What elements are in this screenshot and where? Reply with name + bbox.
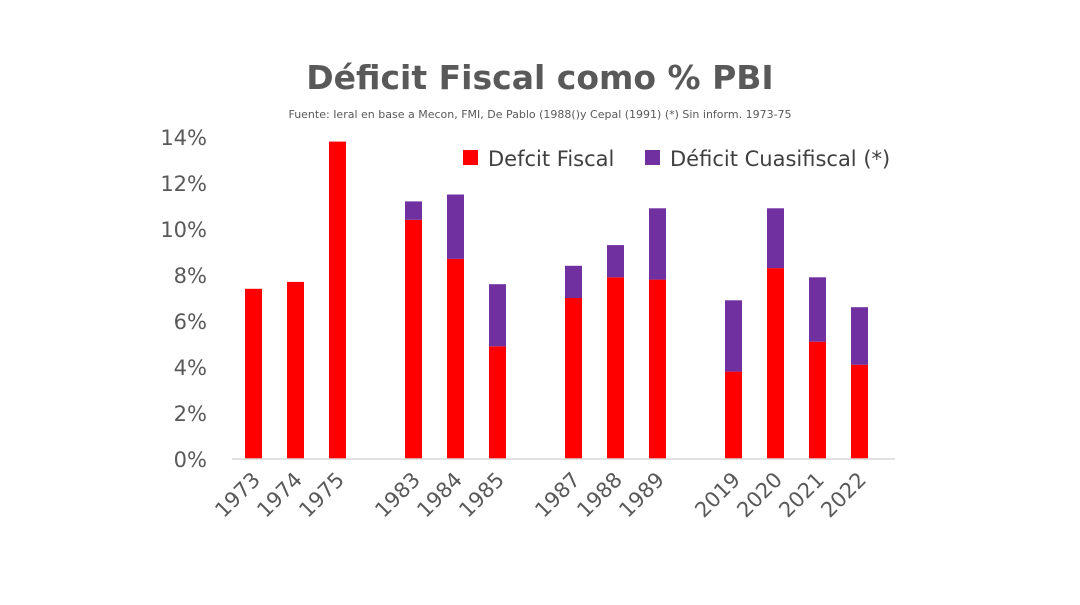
bar-1988-deficit-cuasifiscal [607,245,624,278]
bar-2020-deficit-cuasifiscal [767,208,784,269]
bar-1988-deficit-fiscal [607,277,624,459]
y-axis: 0% 2% 4% 6% 8% 10% 12% 14% [160,126,207,472]
bar-1985-deficit-fiscal [489,346,506,459]
bar-2020-deficit-fiscal [767,268,784,459]
bar-1983-deficit-fiscal [405,219,422,459]
x-tick-label: 1985 [454,468,509,523]
bar-1989-deficit-fiscal [649,279,666,459]
legend-swatch-deficit-cuasifiscal [645,150,660,165]
bar-1975-deficit-fiscal [329,141,346,459]
x-tick-label: 2022 [816,468,871,523]
x-tick-label: 1989 [614,468,669,523]
bar-1989-deficit-cuasifiscal [649,208,666,280]
bar-2022-deficit-fiscal [851,364,868,459]
y-tick-label: 4% [174,356,207,380]
chart-subtitle: Fuente: Ieral en base a Mecon, FMI, De P… [288,108,792,121]
bar-2022-deficit-cuasifiscal [851,307,868,365]
chart-title: Déficit Fiscal como % PBI [306,58,774,97]
x-tick-label: 2020 [732,468,787,523]
x-tick-label: 1988 [572,468,627,523]
x-tick-label: 1974 [252,468,307,523]
bar-2021-deficit-cuasifiscal [809,277,826,342]
bar-2019-deficit-cuasifiscal [725,300,742,372]
bar-1985-deficit-cuasifiscal [489,284,506,347]
y-tick-label: 6% [174,310,207,334]
bar-1984-deficit-fiscal [447,258,464,459]
y-tick-label: 2% [174,402,207,426]
bars [245,141,868,459]
x-tick-label: 2021 [774,468,829,523]
bar-1974-deficit-fiscal [287,281,304,459]
y-tick-label: 8% [174,264,207,288]
bar-1987-deficit-fiscal [565,298,582,459]
x-tick-label: 1973 [210,468,265,523]
bar-2021-deficit-fiscal [809,341,826,459]
bar-1973-deficit-fiscal [245,288,262,459]
y-tick-label: 14% [160,126,207,150]
y-tick-label: 12% [160,172,207,196]
x-tick-label: 1987 [530,468,585,523]
x-tick-label: 1983 [370,468,425,523]
y-tick-label: 0% [174,448,207,472]
legend-swatch-defcit-fiscal [463,150,478,165]
legend-label-deficit-cuasifiscal: Déficit Cuasifiscal (*) [670,147,890,171]
y-tick-label: 10% [160,218,207,242]
x-tick-label: 1975 [294,468,349,523]
legend: Defcit Fiscal Déficit Cuasifiscal (*) [463,147,890,171]
x-tick-label: 1984 [412,468,467,523]
bar-2019-deficit-fiscal [725,371,742,459]
bar-1987-deficit-cuasifiscal [565,265,582,298]
legend-label-defcit-fiscal: Defcit Fiscal [488,147,614,171]
x-tick-label: 2019 [690,468,745,523]
bar-1984-deficit-cuasifiscal [447,194,464,259]
bar-1983-deficit-cuasifiscal [405,201,422,220]
